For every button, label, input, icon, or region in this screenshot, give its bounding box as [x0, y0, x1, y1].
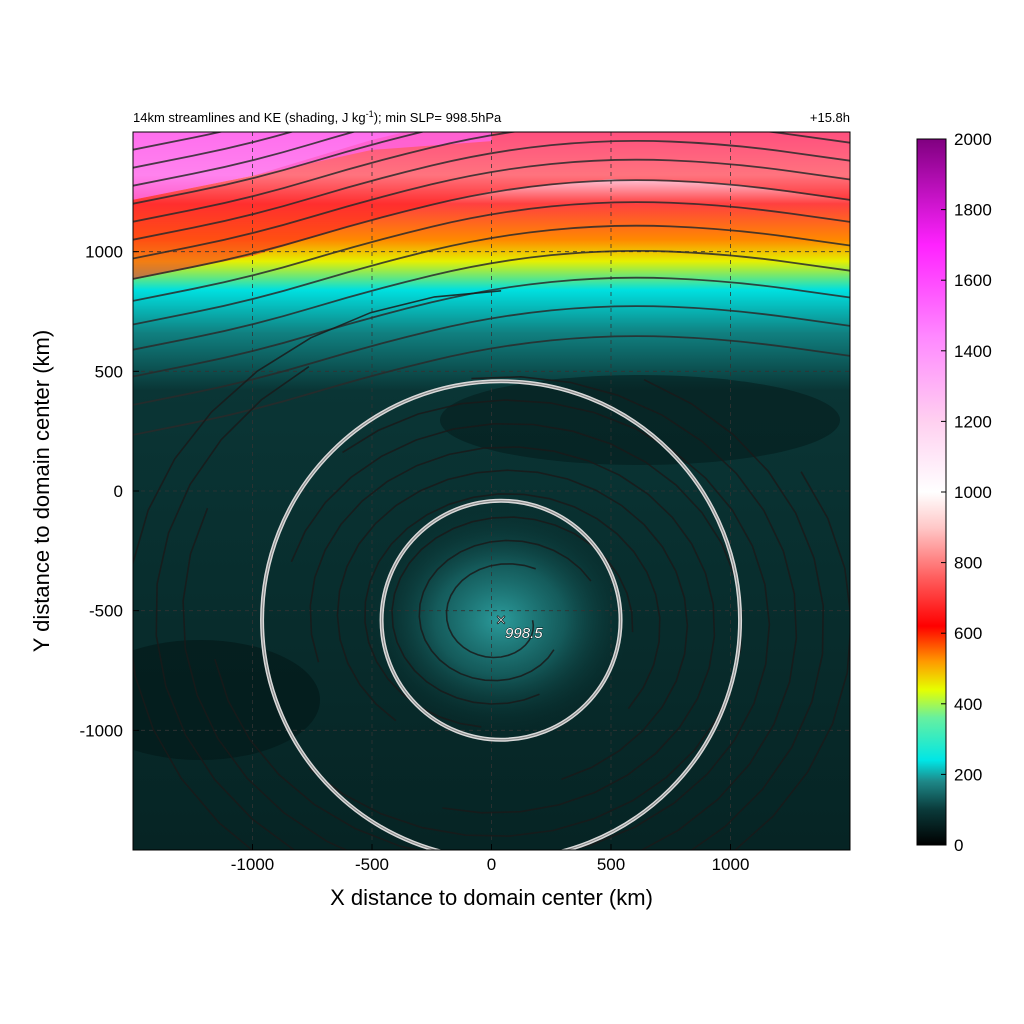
x-tick-label: -500 — [355, 855, 389, 874]
colorbar: 0 200 400 600 800 1000 1200 1400 1600 1800 2000 — [916, 130, 992, 855]
y-axis-ticks: 1000 500 0 -500 -1000 — [80, 243, 139, 740]
streamline — [133, 15, 850, 114]
streamline — [133, 201, 850, 302]
y-tick-label: 0 — [114, 482, 123, 501]
x-axis-ticks: -1000 -500 0 500 1000 — [231, 844, 750, 874]
streamline — [418, 539, 592, 682]
colorbar-tick-label: 800 — [954, 554, 982, 573]
figure-title-group: 14km streamlines and KE (shading, J kg-1… — [133, 109, 850, 125]
range-ring-inner — [381, 500, 622, 741]
streamline — [336, 469, 689, 781]
colorbar-tick-label: 600 — [954, 624, 982, 643]
colorbar-tick-label: 1800 — [954, 201, 992, 220]
streamline — [133, 305, 850, 406]
streamlines — [133, 0, 850, 850]
range-rings — [260, 379, 742, 850]
streamline — [182, 375, 798, 850]
streamline — [133, 132, 850, 223]
min-slp-label: 998.5 — [505, 625, 543, 642]
jet-band-shading — [133, 132, 850, 280]
colorbar-tick-label: 0 — [954, 836, 963, 855]
x-axis-label: X distance to domain center (km) — [330, 885, 653, 910]
streamline — [133, 179, 850, 280]
streamline — [309, 446, 716, 814]
streamline — [133, 0, 850, 60]
x-tick-label: 1000 — [712, 855, 750, 874]
streamline — [364, 493, 661, 728]
storm-center-marker: × 998.5 — [496, 610, 544, 643]
streamline — [133, 158, 850, 260]
streamline — [133, 0, 850, 78]
y-tick-label: -500 — [89, 602, 123, 621]
colorbar-tick-label: 400 — [954, 695, 982, 714]
dark-trough-shading — [133, 640, 320, 760]
streamline — [133, 224, 850, 326]
streamline — [155, 365, 825, 850]
streamline — [133, 0, 850, 42]
colorbar-tick-label: 2000 — [954, 130, 992, 149]
streamline — [133, 276, 850, 378]
streamline — [133, 0, 850, 24]
y-tick-label: 500 — [95, 362, 123, 381]
x-tick-label: 500 — [597, 855, 625, 874]
dark-ridge-shading — [440, 375, 840, 465]
range-ring-inner — [261, 380, 741, 850]
colorbar-tick-label: 1400 — [954, 342, 992, 361]
x-tick-label: 0 — [487, 855, 496, 874]
colorbar-tick-label: 1000 — [954, 483, 992, 502]
plot-area: × 998.5 — [133, 0, 850, 850]
storm-core-shading — [370, 510, 630, 730]
streamline — [133, 290, 850, 850]
streamline — [133, 335, 850, 436]
streamline — [214, 399, 771, 850]
streamline — [133, 132, 357, 187]
streamline — [133, 139, 850, 241]
streamline — [133, 132, 426, 205]
y-tick-label: 1000 — [85, 243, 123, 262]
streamline — [133, 249, 850, 351]
streamline — [133, 0, 850, 96]
streamline — [133, 132, 224, 151]
colorbar-tick-label: 1600 — [954, 271, 992, 290]
colorbar-tick-label: 200 — [954, 765, 982, 784]
storm-center-x-mark: × — [496, 610, 507, 630]
x-tick-label: -1000 — [231, 855, 274, 874]
streamline — [133, 132, 295, 169]
y-tick-label: -1000 — [80, 721, 123, 740]
streamline — [445, 563, 536, 659]
colorbar-tick-label: 1200 — [954, 412, 992, 431]
time-label: +15.8h — [810, 110, 850, 125]
figure-title: 14km streamlines and KE (shading, J kg-1… — [133, 109, 502, 125]
colorbar-ticks: 0 200 400 600 800 1000 1200 1400 1600 1800 2000 — [941, 130, 992, 855]
y-axis-label: Y distance to domain center (km) — [29, 330, 54, 652]
